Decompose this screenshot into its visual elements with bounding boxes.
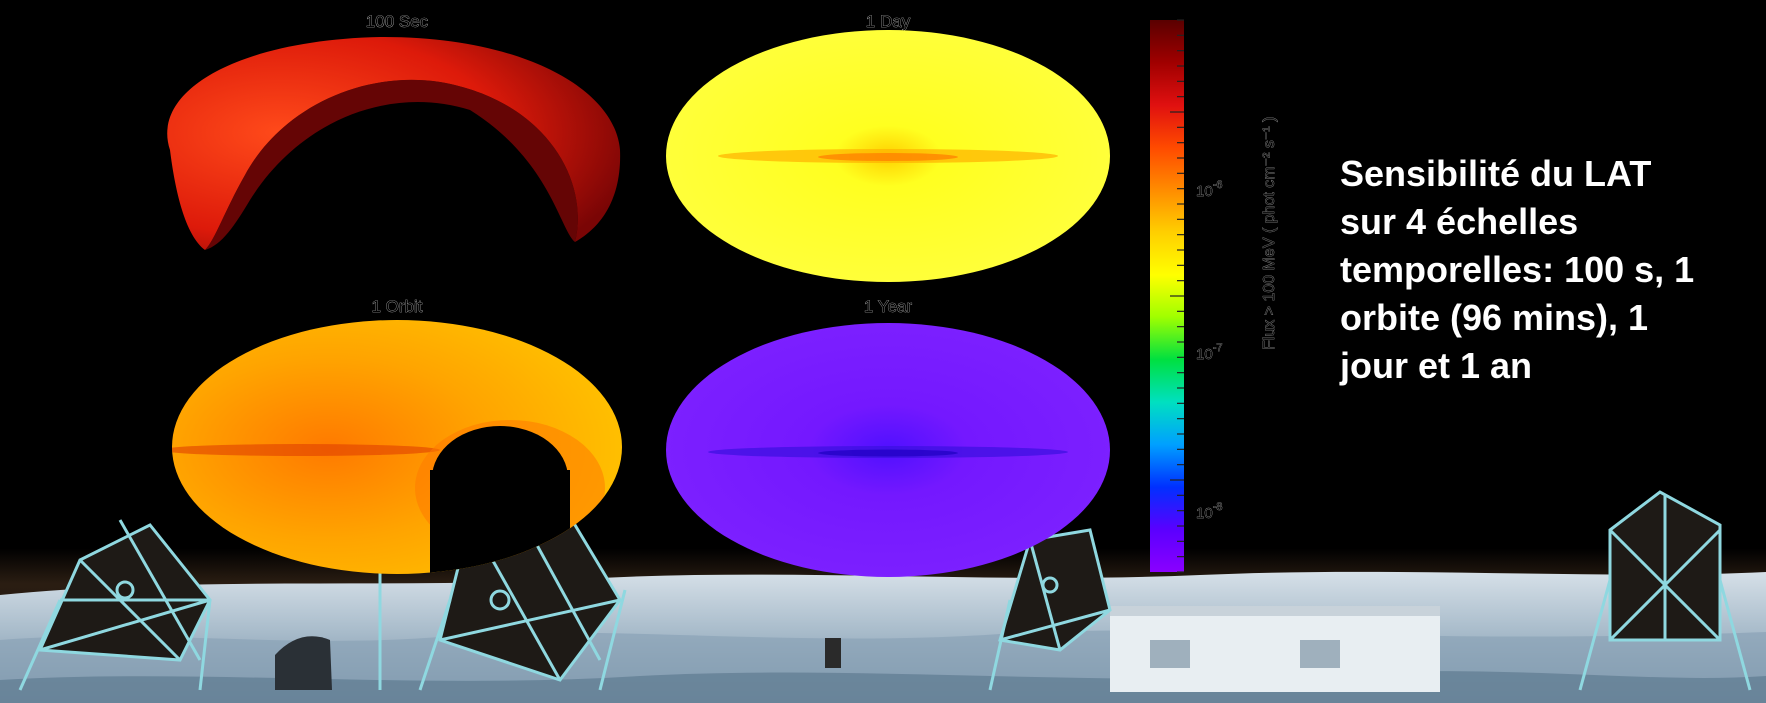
ground-landscape [0, 571, 1766, 703]
colorbar-tick-base: 10 [1196, 346, 1213, 363]
caption: Sensibilité du LAT sur 4 échelles tempor… [1340, 150, 1760, 390]
svg-text:10-6: 10-6 [1196, 179, 1222, 200]
colorbar-tick-base: 10 [1196, 183, 1213, 200]
telescope-right-center [988, 528, 1112, 691]
map-title-100-sec: 100 Sec [366, 12, 429, 31]
colorbar-tick-exp: -7 [1213, 342, 1223, 354]
svg-text:10-8: 10-8 [1196, 501, 1222, 522]
colorbar-tick-exp: -8 [1213, 501, 1223, 513]
map-title-1-day: 1 Day [866, 12, 911, 31]
map-title-1-orbit: 1 Orbit [371, 297, 422, 316]
map-100-sec: 100 Sec [167, 12, 621, 251]
colorbar: 10-6 10-7 10-8 Flux > 100 MeV ( phot cm⁻… [1150, 19, 1278, 573]
caption-line: sur 4 échelles [1340, 201, 1579, 242]
colorbar-tick-1e-8: 10-8 [1196, 501, 1223, 523]
telescope-far-right [1578, 490, 1752, 691]
telescope-left [18, 519, 212, 691]
colorbar-tick-1e-6: 10-6 [1196, 179, 1223, 201]
colorbar-tick-1e-7: 10-7 [1196, 342, 1223, 364]
caption-line: temporelles: 100 s, 1 [1340, 249, 1695, 290]
caption-line: Sensibilité du LAT [1340, 153, 1652, 194]
map-1-day: 1 Day [666, 12, 1110, 282]
svg-text:10-7: 10-7 [1196, 342, 1222, 363]
colorbar-label: Flux > 100 MeV ( phot cm⁻² s⁻¹ ) [1261, 117, 1278, 350]
colorbar-tick-base: 10 [1196, 505, 1213, 522]
colorbar-minor-ticks [1170, 19, 1184, 573]
map-1-year: 1 Year [666, 297, 1110, 577]
map-title-1-year: 1 Year [864, 297, 913, 316]
colorbar-tick-exp: -6 [1213, 179, 1223, 191]
map-1-orbit: 1 Orbit [172, 297, 622, 574]
caption-line: orbite (96 mins), 1 [1340, 297, 1649, 338]
caption-line: jour et 1 an [1340, 345, 1533, 386]
